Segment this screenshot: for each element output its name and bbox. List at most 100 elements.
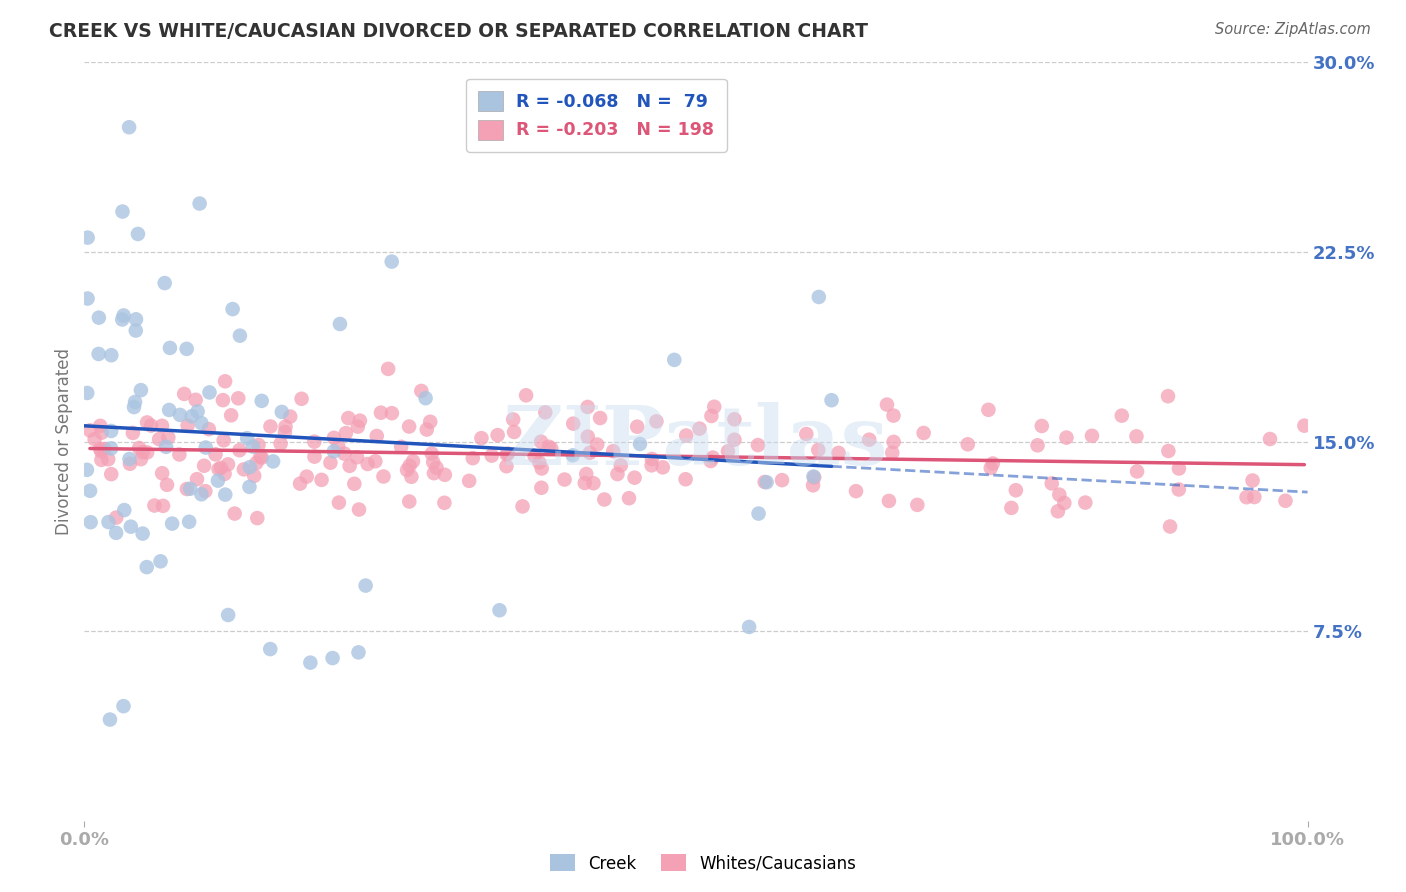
- Point: [723, 412, 745, 426]
- Point: [226, 392, 249, 406]
- Point: [628, 437, 651, 451]
- Point: [755, 475, 778, 490]
- Point: [156, 477, 179, 491]
- Point: [83, 432, 105, 446]
- Point: [262, 454, 284, 468]
- Point: [194, 484, 217, 499]
- Point: [259, 419, 281, 434]
- Point: [122, 400, 145, 414]
- Point: [1274, 493, 1296, 508]
- Point: [977, 402, 1000, 417]
- Point: [820, 393, 842, 408]
- Point: [198, 422, 221, 436]
- Point: [495, 459, 517, 474]
- Point: [131, 526, 153, 541]
- Point: [576, 400, 599, 414]
- Point: [402, 454, 425, 468]
- Point: [807, 442, 830, 457]
- Point: [238, 480, 260, 494]
- Point: [515, 388, 537, 402]
- Point: [169, 448, 191, 462]
- Point: [250, 393, 273, 408]
- Point: [328, 439, 350, 453]
- Point: [554, 473, 576, 487]
- Point: [246, 511, 269, 525]
- Legend: R = -0.068   N =  79, R = -0.203   N = 198: R = -0.068 N = 79, R = -0.203 N = 198: [467, 78, 727, 152]
- Point: [217, 458, 239, 472]
- Point: [129, 452, 152, 467]
- Point: [112, 503, 135, 517]
- Point: [640, 458, 662, 473]
- Point: [270, 436, 292, 450]
- Point: [229, 328, 252, 343]
- Point: [1294, 418, 1316, 433]
- Point: [488, 603, 510, 617]
- Point: [90, 425, 112, 440]
- Point: [159, 341, 181, 355]
- Point: [90, 444, 112, 458]
- Point: [882, 409, 904, 423]
- Point: [136, 445, 159, 459]
- Point: [179, 515, 201, 529]
- Point: [299, 656, 322, 670]
- Point: [502, 412, 524, 426]
- Point: [124, 395, 146, 409]
- Point: [176, 418, 198, 433]
- Point: [586, 437, 609, 451]
- Point: [100, 424, 122, 438]
- Point: [370, 406, 392, 420]
- Point: [877, 494, 900, 508]
- Point: [354, 578, 377, 592]
- Point: [512, 500, 534, 514]
- Point: [540, 442, 562, 456]
- Point: [747, 438, 769, 452]
- Point: [186, 472, 208, 486]
- Point: [738, 620, 761, 634]
- Point: [576, 429, 599, 443]
- Point: [602, 444, 624, 458]
- Point: [702, 450, 724, 465]
- Point: [270, 405, 292, 419]
- Point: [207, 474, 229, 488]
- Point: [1053, 496, 1076, 510]
- Point: [100, 348, 122, 362]
- Point: [249, 450, 271, 464]
- Point: [152, 499, 174, 513]
- Point: [224, 507, 246, 521]
- Point: [420, 447, 443, 461]
- Point: [153, 276, 176, 290]
- Point: [250, 450, 273, 465]
- Point: [1157, 444, 1180, 458]
- Point: [339, 458, 361, 473]
- Point: [419, 415, 441, 429]
- Point: [1026, 438, 1049, 452]
- Point: [87, 310, 110, 325]
- Point: [1056, 431, 1078, 445]
- Point: [575, 467, 598, 481]
- Point: [176, 342, 198, 356]
- Point: [89, 442, 111, 456]
- Point: [188, 196, 211, 211]
- Point: [207, 462, 229, 476]
- Point: [329, 317, 352, 331]
- Point: [1074, 495, 1097, 509]
- Point: [322, 444, 344, 458]
- Point: [401, 470, 423, 484]
- Point: [176, 482, 198, 496]
- Point: [337, 411, 360, 425]
- Y-axis label: Divorced or Separated: Divorced or Separated: [55, 348, 73, 535]
- Point: [458, 474, 481, 488]
- Point: [76, 292, 98, 306]
- Point: [118, 120, 141, 135]
- Point: [1081, 429, 1104, 443]
- Point: [90, 453, 112, 467]
- Point: [127, 227, 149, 241]
- Point: [118, 452, 141, 467]
- Point: [1167, 461, 1189, 475]
- Point: [247, 438, 270, 452]
- Point: [76, 463, 98, 477]
- Point: [470, 431, 492, 445]
- Point: [98, 713, 121, 727]
- Point: [112, 699, 135, 714]
- Point: [245, 456, 267, 470]
